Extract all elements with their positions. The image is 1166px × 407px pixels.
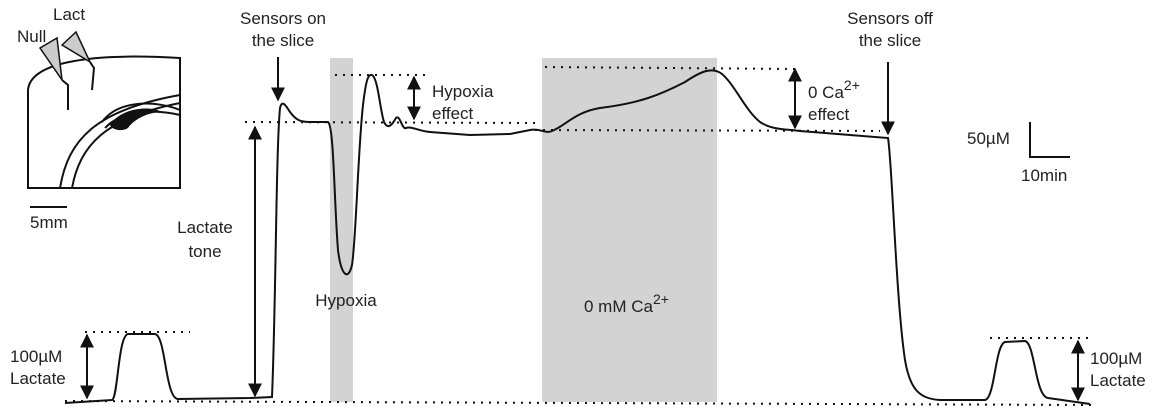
scale-label: 50µM (967, 129, 1010, 148)
scale-label: 10min (1021, 166, 1067, 185)
annotation: Sensors on the slice (240, 9, 326, 50)
lactate-trace (64, 69, 1091, 405)
text: Sensors off (847, 9, 933, 28)
inset-label: Lact (53, 5, 85, 24)
annotation: Lactate tone (177, 218, 233, 261)
text: Sensors on (240, 9, 326, 28)
reference-lines (64, 66, 1096, 406)
calibration-label: 100µM Lactate (1090, 349, 1146, 390)
hypoxia-period (330, 58, 353, 402)
brain-slice-inset (27, 30, 181, 208)
calibration-label: 100µM Lactate (10, 347, 66, 388)
text: 0 mM Ca (584, 297, 654, 316)
text: 2+ (653, 291, 669, 307)
annotation: 0 Ca2+ effect (808, 77, 860, 124)
text: Lactate (10, 369, 66, 388)
text: effect (808, 105, 850, 124)
annotation: Hypoxia (315, 291, 377, 310)
text: tone (188, 242, 221, 261)
arrows (80, 57, 1085, 402)
text: Lactate (177, 218, 233, 237)
text: 0 Ca (808, 83, 844, 102)
annotation: Hypoxia effect (432, 82, 494, 123)
text: Lactate (1090, 371, 1146, 390)
text: 2+ (844, 77, 860, 93)
inset-label: Null (17, 27, 46, 46)
text: 100µM (1090, 349, 1142, 368)
annotation: 0 mM Ca2+ (584, 291, 669, 316)
inset-scale-label: 5mm (30, 213, 68, 232)
calcium-free-period (542, 58, 717, 402)
text: the slice (252, 31, 314, 50)
text: Hypoxia (432, 82, 494, 101)
text: effect (432, 104, 474, 123)
text: the slice (859, 31, 921, 50)
text: 100µM (10, 347, 62, 366)
scale-bar (1029, 122, 1070, 158)
annotation: Sensors off the slice (847, 9, 933, 50)
